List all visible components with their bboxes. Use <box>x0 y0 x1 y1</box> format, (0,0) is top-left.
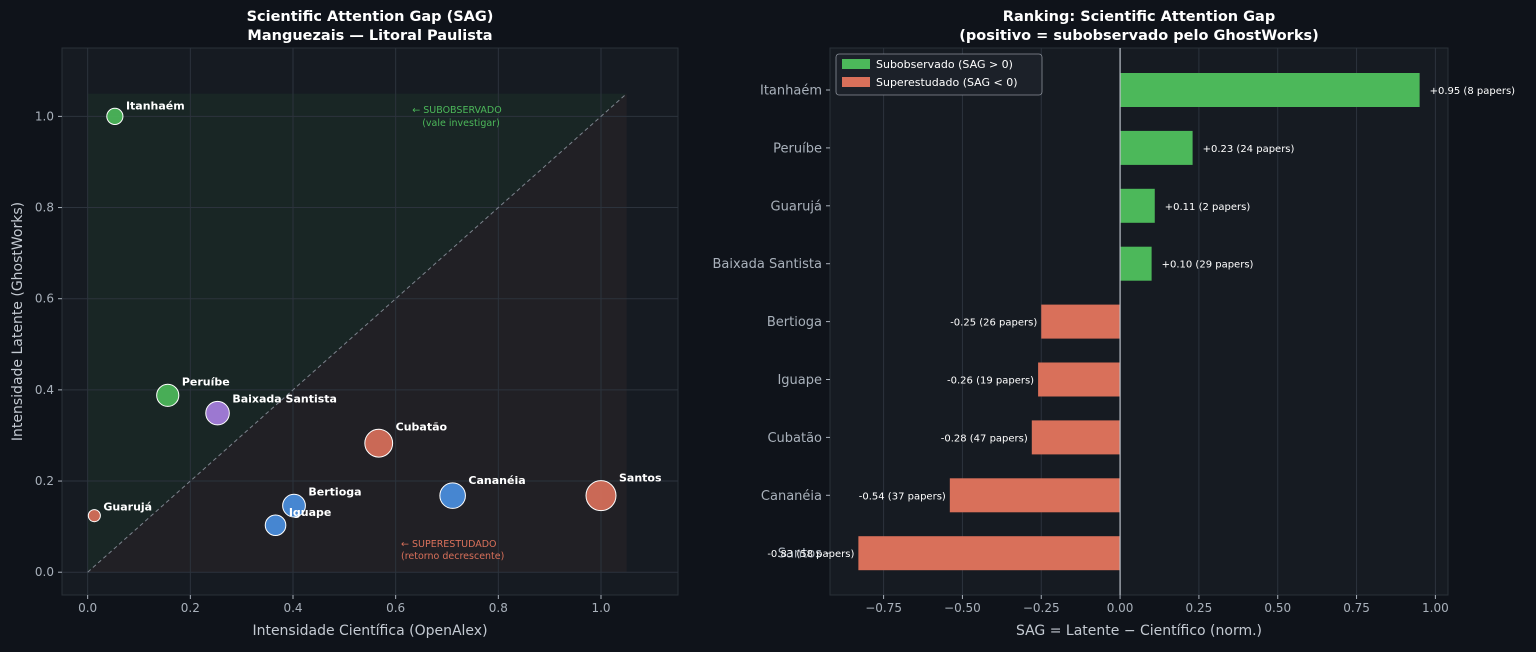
bar-data-label: -0.83 (58 papers) <box>767 549 854 560</box>
scatter-title: Scientific Attention Gap (SAG) <box>247 9 494 25</box>
diagonal-reference-line <box>87 93 627 573</box>
bar-data-label: -0.25 (26 papers) <box>950 318 1037 329</box>
scatter-x-tick-label: 0.4 <box>283 601 302 615</box>
scatter-y-tick-label: 0.4 <box>35 383 54 397</box>
bar-data-label: +0.10 (29 papers) <box>1162 260 1254 271</box>
scatter-point <box>585 480 617 512</box>
bar-data-label: +0.23 (24 papers) <box>1203 144 1295 155</box>
overstudied-annotation: ← SUPERESTUDADO <box>401 539 497 550</box>
overstudied-region <box>87 93 627 573</box>
bar-category-label: Cananéia <box>761 489 822 504</box>
bar-x-tick-label: 0.75 <box>1343 601 1370 615</box>
scatter-point <box>205 400 230 426</box>
scatter-y-tick-label: 1.0 <box>35 109 54 123</box>
scatter-x-tick-label: 0.0 <box>78 601 97 615</box>
scatter-y-tick-label: 0.8 <box>35 201 54 215</box>
legend-entry-label: Subobservado (SAG > 0) <box>876 58 1013 71</box>
scatter-x-tick-label: 0.8 <box>489 601 508 615</box>
legend-entry-label: Superestudado (SAG < 0) <box>876 76 1018 89</box>
bar <box>949 478 1121 513</box>
scatter-subtitle: Manguezais — Litoral Paulista <box>247 28 492 44</box>
scatter-x-axis-label: Intensidade Científica (OpenAlex) <box>252 623 487 639</box>
scatter-point-label: Itanhaém <box>126 99 185 112</box>
scatter-point-label: Baixada Santista <box>232 392 337 405</box>
scatter-x-tick-label: 0.6 <box>386 601 405 615</box>
overstudied-annotation-sub: (retorno decrescente) <box>401 551 504 562</box>
scatter-point-label: Cananéia <box>468 474 525 487</box>
bar-data-label: +0.95 (8 papers) <box>1430 86 1516 97</box>
bar-data-label: +0.11 (2 papers) <box>1165 202 1251 213</box>
bar-category-label: Bertioga <box>767 315 822 330</box>
legend-box <box>835 53 1043 96</box>
scatter-point <box>264 514 287 537</box>
bar-subtitle: (positivo = subobservado pelo GhostWorks… <box>959 28 1318 44</box>
scatter-point <box>106 107 124 125</box>
scatter-point-label: Santos <box>619 472 662 485</box>
legend-swatch <box>842 77 870 87</box>
scatter-y-tick-label: 0.2 <box>35 474 54 488</box>
bar <box>1120 73 1420 107</box>
scatter-panel: 0.0 0.2 0.4 0.6 0.8 1.0 0.0 0.2 0.4 0.6 0.8 1.0 ← SU… <box>10 9 679 639</box>
scatter-x-tick-label: 1.0 <box>591 601 610 615</box>
scatter-point-label: Guarujá <box>103 501 152 514</box>
scatter-point <box>87 509 101 523</box>
bar-category-label: Baixada Santista <box>712 257 822 272</box>
bar <box>1120 246 1152 281</box>
bar-category-label: Iguape <box>777 373 822 388</box>
bar-data-label: -0.54 (37 papers) <box>859 491 946 502</box>
bar-category-label: Guarujá <box>771 199 822 214</box>
scatter-point <box>156 383 180 407</box>
bar <box>1120 188 1155 223</box>
bar <box>1120 130 1193 165</box>
scatter-point-label: Bertioga <box>308 485 361 498</box>
bar-plot-area <box>829 47 1449 596</box>
bar-x-axis-label: SAG = Latente − Científico (norm.) <box>1016 623 1262 639</box>
bar <box>1031 420 1121 455</box>
bar-category-label: Cubatão <box>767 431 822 446</box>
bar-x-tick-label: −0.25 <box>1023 601 1060 615</box>
bar-x-tick-label: −0.50 <box>944 601 981 615</box>
bar-x-tick-label: −0.75 <box>865 601 902 615</box>
bar <box>1041 304 1121 339</box>
scatter-y-axis-label: Intensidade Latente (GhostWorks) <box>10 202 26 441</box>
bar-title: Ranking: Scientific Attention Gap <box>1003 9 1275 25</box>
scatter-point <box>282 493 306 518</box>
scatter-y-tick-label: 0.0 <box>35 565 54 579</box>
scatter-point-label: Peruíbe <box>182 375 230 388</box>
scatter-point-label: Iguape <box>289 506 332 519</box>
scatter-x-tick-label: 0.2 <box>181 601 200 615</box>
underobserved-annotation: ← SUBOBSERVADO <box>412 105 501 116</box>
bar-x-tick-label: 0.25 <box>1186 601 1213 615</box>
scatter-point <box>364 428 394 458</box>
legend-swatch <box>842 59 870 69</box>
bar-panel: −0.75 −0.50 −0.25 0.00 0.25 0.50 0.75 1.00 Itanh… <box>712 9 1515 639</box>
bar-x-tick-label: 1.00 <box>1422 601 1449 615</box>
bar-x-tick-label: 0.50 <box>1264 601 1291 615</box>
bar <box>1038 362 1121 397</box>
bar-legend: Subobservado (SAG > 0) Superestudado (SAG… <box>835 53 1043 96</box>
scatter-point <box>439 482 466 509</box>
underobserved-annotation-sub: (vale investigar) <box>422 118 500 129</box>
bar-x-tick-label: 0.00 <box>1107 601 1134 615</box>
bar <box>858 536 1121 571</box>
bar-category-label: Santos <box>778 547 823 562</box>
bar-data-label: -0.28 (47 papers) <box>941 433 1028 444</box>
bar-category-label: Itanhaém <box>760 84 822 99</box>
bar-category-label: Peruíbe <box>773 141 822 156</box>
bar-data-label: -0.26 (19 papers) <box>947 376 1034 387</box>
scatter-y-tick-label: 0.6 <box>35 292 54 306</box>
scatter-point-label: Cubatão <box>396 420 448 433</box>
